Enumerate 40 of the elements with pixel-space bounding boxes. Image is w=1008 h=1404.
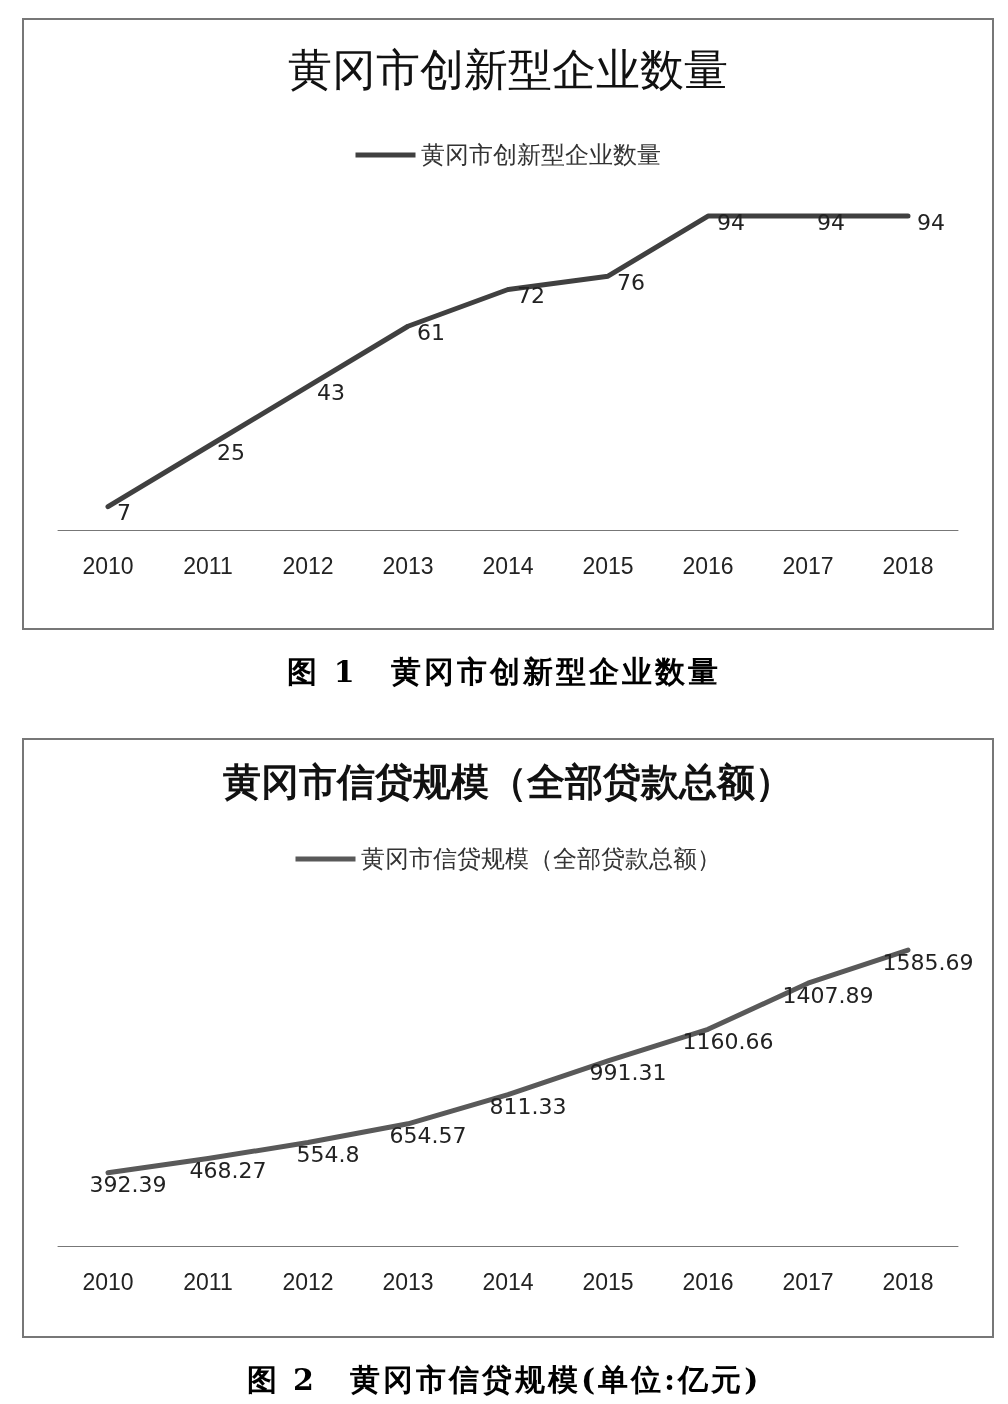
data-label: 991.31 <box>589 1060 667 1086</box>
data-label: 654.57 <box>389 1123 467 1149</box>
x-tick-label: 2015 <box>582 1268 634 1295</box>
x-tick-label: 2016 <box>682 552 734 579</box>
x-tick-label: 2018 <box>882 1268 934 1295</box>
x-tick-label: 2015 <box>582 552 634 579</box>
data-label: 1160.66 <box>682 1028 774 1054</box>
data-label: 25 <box>217 440 245 465</box>
legend-label: 黄冈市信贷规模（全部贷款总额） <box>360 845 721 873</box>
data-label: 468.27 <box>189 1158 267 1184</box>
x-tick-label: 2012 <box>282 1268 334 1295</box>
data-label: 1585.69 <box>882 949 974 975</box>
x-tick-label: 2013 <box>382 552 434 579</box>
chart-title: 黄冈市信贷规模（全部贷款总额） <box>223 760 793 804</box>
data-label: 392.39 <box>89 1172 167 1198</box>
data-label: 811.33 <box>489 1094 567 1120</box>
caption: 图 1 黄冈市创新型企业数量 <box>286 653 722 691</box>
x-tick-label: 2018 <box>882 552 934 579</box>
x-tick-label: 2016 <box>682 1268 734 1295</box>
x-tick-label: 2013 <box>382 1268 434 1295</box>
legend-label: 黄冈市创新型企业数量 <box>420 141 661 169</box>
x-tick-label: 2011 <box>183 1268 233 1295</box>
x-tick-label: 2010 <box>82 552 134 579</box>
chart-title: 黄冈市创新型企业数量 <box>288 43 728 95</box>
data-label: 76 <box>617 269 645 295</box>
data-label: 61 <box>417 319 445 345</box>
x-tick-label: 2014 <box>482 552 534 579</box>
data-label: 1407.89 <box>782 982 874 1008</box>
x-tick-label: 2017 <box>782 552 834 579</box>
caption: 图 2 黄冈市信贷规模(单位:亿元) <box>245 1361 763 1399</box>
data-label: 7 <box>117 500 131 526</box>
data-label: 72 <box>517 283 545 309</box>
x-tick-label: 2017 <box>782 1268 834 1295</box>
x-tick-label: 2010 <box>82 1268 134 1295</box>
data-label: 43 <box>317 379 345 405</box>
data-label: 554.8 <box>296 1141 360 1167</box>
x-tick-label: 2012 <box>282 552 334 579</box>
data-label: 94 <box>917 209 945 235</box>
x-tick-label: 2014 <box>482 1268 534 1295</box>
x-tick-label: 2011 <box>183 552 233 579</box>
